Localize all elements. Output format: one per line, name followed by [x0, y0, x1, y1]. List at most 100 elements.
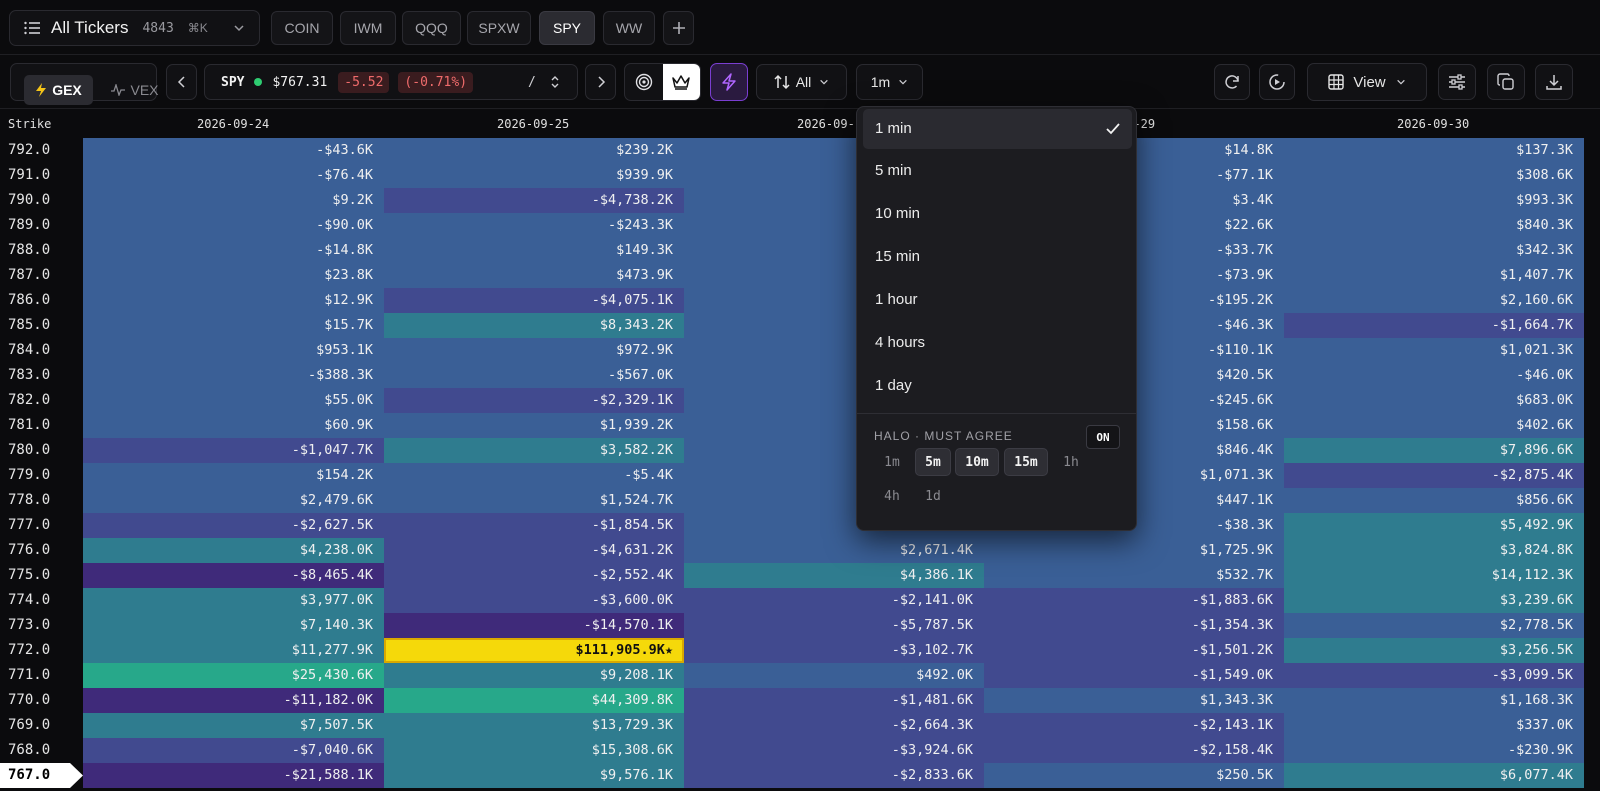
gex-cell[interactable]: $4,386.1K [684, 563, 984, 588]
gex-cell[interactable]: $13,729.3K [384, 713, 684, 738]
gex-cell[interactable]: $939.9K [384, 163, 684, 188]
gex-cell[interactable]: $1,939.2K [384, 413, 684, 438]
gex-cell[interactable]: $337.0K [1284, 713, 1584, 738]
gex-cell[interactable]: -$243.3K [384, 213, 684, 238]
gex-cell[interactable]: $9,208.1K [384, 663, 684, 688]
gex-cell[interactable]: -$1,354.3K [984, 613, 1284, 638]
gex-cell[interactable]: $25,430.6K [83, 663, 384, 688]
gex-button[interactable]: GEX [24, 75, 93, 105]
gex-cell[interactable]: $7,140.3K [83, 613, 384, 638]
gex-cell[interactable]: $2,479.6K [83, 488, 384, 513]
gex-cell[interactable]: -$1,047.7K [83, 438, 384, 463]
gex-cell[interactable]: -$76.4K [83, 163, 384, 188]
tab-iwm[interactable]: IWM [340, 11, 396, 45]
gex-cell[interactable]: $15,308.6K [384, 738, 684, 763]
gex-cell[interactable]: $55.0K [83, 388, 384, 413]
gex-cell[interactable]: $308.6K [1284, 163, 1584, 188]
halo-chip-10m[interactable]: 10m [955, 448, 999, 476]
settings-button[interactable] [1438, 64, 1476, 100]
gex-cell[interactable]: -$4,075.1K [384, 288, 684, 313]
gex-cell[interactable]: -$2,664.3K [684, 713, 984, 738]
gex-cell[interactable]: $402.6K [1284, 413, 1584, 438]
gex-cell[interactable]: $2,160.6K [1284, 288, 1584, 313]
prev-ticker-button[interactable] [166, 64, 197, 100]
halo-chip-5m[interactable]: 5m [915, 448, 951, 476]
tab-qqq[interactable]: QQQ [402, 11, 461, 45]
gex-cell[interactable]: $840.3K [1284, 213, 1584, 238]
gex-cell[interactable]: -$11,182.0K [83, 688, 384, 713]
gex-cell[interactable]: $8,343.2K [384, 313, 684, 338]
date-header[interactable]: 2026-09- [797, 117, 855, 131]
gex-cell[interactable]: $3,256.5K [1284, 638, 1584, 663]
gex-cell[interactable]: $492.0K [684, 663, 984, 688]
gex-cell[interactable]: $856.6K [1284, 488, 1584, 513]
gex-cell[interactable]: $1,168.3K [1284, 688, 1584, 713]
gex-cell[interactable]: -$2,158.4K [984, 738, 1284, 763]
halo-chip-1h[interactable]: 1h [1063, 454, 1079, 470]
gex-cell[interactable]: $12.9K [83, 288, 384, 313]
gex-cell[interactable]: $7,896.6K [1284, 438, 1584, 463]
gex-cell[interactable]: -$5,787.5K [684, 613, 984, 638]
gex-cell[interactable]: -$43.6K [83, 138, 384, 163]
halo-toggle[interactable]: ON [1086, 425, 1120, 449]
gex-cell[interactable]: $993.3K [1284, 188, 1584, 213]
gex-cell[interactable]: $1,407.7K [1284, 263, 1584, 288]
halo-chip-1m[interactable]: 1m [884, 454, 900, 470]
gex-cell[interactable]: -$14,570.1K [384, 613, 684, 638]
gex-cell[interactable]: -$2,627.5K [83, 513, 384, 538]
gex-cell[interactable]: $149.3K [384, 238, 684, 263]
gex-cell[interactable]: -$1,481.6K [684, 688, 984, 713]
gex-cell[interactable]: -$1,664.7K [1284, 313, 1584, 338]
gex-cell[interactable]: -$388.3K [83, 363, 384, 388]
gex-cell[interactable]: $2,671.4K [684, 538, 984, 563]
gex-cell[interactable]: -$3,099.5K [1284, 663, 1584, 688]
gex-cell[interactable]: -$7,040.6K [83, 738, 384, 763]
halo-chip-15m[interactable]: 15m [1004, 448, 1048, 476]
gex-cell[interactable]: $250.5K [984, 763, 1284, 788]
date-header[interactable]: 2026-09-30 [1397, 117, 1470, 131]
gex-cell[interactable]: $1,725.9K [984, 538, 1284, 563]
gex-cell[interactable]: $953.1K [83, 338, 384, 363]
quote-panel[interactable]: SPY $767.31 -5.52 (-0.71%) / [204, 64, 578, 100]
gex-cell[interactable]: $6,077.4K [1284, 763, 1584, 788]
gex-cell[interactable]: -$2,141.0K [684, 588, 984, 613]
tab-spy[interactable]: SPY [539, 11, 595, 45]
add-tab-button[interactable] [663, 11, 694, 45]
gex-cell[interactable]: $15.7K [83, 313, 384, 338]
ticker-selector[interactable]: All Tickers 4843 ⌘K [9, 10, 260, 46]
gex-cell[interactable]: $5,492.9K [1284, 513, 1584, 538]
gex-cell[interactable]: -$2,552.4K [384, 563, 684, 588]
gex-cell[interactable]: $137.3K [1284, 138, 1584, 163]
crown-button[interactable] [662, 64, 700, 100]
gex-cell[interactable]: -$8,465.4K [83, 563, 384, 588]
interval-option[interactable]: 1 day [863, 366, 1132, 406]
gex-cell[interactable]: -$3,600.0K [384, 588, 684, 613]
refresh-button[interactable] [1214, 64, 1250, 100]
gex-cell[interactable]: $239.2K [384, 138, 684, 163]
gex-cell[interactable]: -$1,501.2K [984, 638, 1284, 663]
gex-cell[interactable]: -$4,738.2K [384, 188, 684, 213]
gex-cell[interactable]: -$46.0K [1284, 363, 1584, 388]
gex-cell[interactable]: -$3,102.7K [684, 638, 984, 663]
gex-cell[interactable]: $4,238.0K [83, 538, 384, 563]
gex-cell[interactable]: -$90.0K [83, 213, 384, 238]
gex-cell[interactable]: $14,112.3K [1284, 563, 1584, 588]
gex-cell[interactable]: -$2,143.1K [984, 713, 1284, 738]
interval-dropdown[interactable]: 1m [856, 64, 923, 100]
copy-button[interactable] [1487, 64, 1525, 100]
gex-cell[interactable]: -$5.4K [384, 463, 684, 488]
gex-cell[interactable]: -$4,631.2K [384, 538, 684, 563]
gex-cell[interactable]: $3,977.0K [83, 588, 384, 613]
gex-cell[interactable]: $60.9K [83, 413, 384, 438]
gex-cell[interactable]: -$14.8K [83, 238, 384, 263]
next-ticker-button[interactable] [585, 64, 616, 100]
interval-option[interactable]: 15 min [863, 237, 1132, 277]
tab-ww[interactable]: WW [603, 11, 655, 45]
gex-cell[interactable]: $44,309.8K [384, 688, 684, 713]
gex-cell[interactable]: -$1,883.6K [984, 588, 1284, 613]
history-button[interactable] [1259, 64, 1295, 100]
gex-cell[interactable]: -$567.0K [384, 363, 684, 388]
halo-chip-4h[interactable]: 4h [884, 488, 900, 504]
gex-cell[interactable]: $342.3K [1284, 238, 1584, 263]
gex-cell[interactable]: $473.9K [384, 263, 684, 288]
